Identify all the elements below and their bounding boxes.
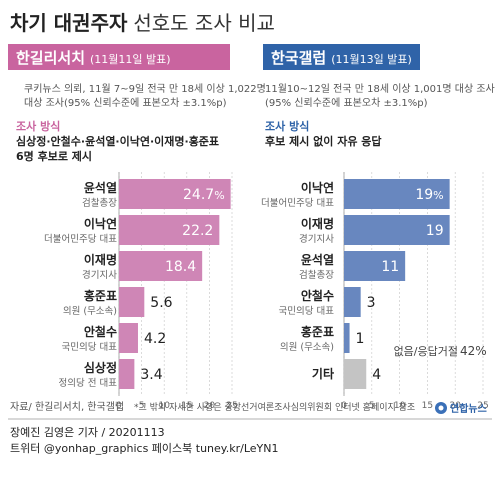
right-category-sub: 의원 (무소속) xyxy=(280,342,334,353)
left-value-label: 24.7% xyxy=(183,187,225,203)
right-survey-line-2: (95% 신뢰수준에 표본오차 ±3.1%p) xyxy=(265,97,428,109)
right-tick-label: 25 xyxy=(477,401,488,411)
left-category-sub: 검찰총장 xyxy=(82,197,117,209)
left-category-name: 이낙연 xyxy=(84,216,117,231)
right-header-date: (11월13일 발표) xyxy=(331,52,412,66)
yonhap-logo-dot xyxy=(438,405,444,411)
right-header-name: 한국갤럽 xyxy=(271,49,326,67)
right-category-sub: 경기지사 xyxy=(299,233,334,245)
left-value-label: 5.6 xyxy=(150,295,172,311)
left-bar xyxy=(119,215,220,245)
right-survey-line-1: 11월10~12일 전국 만 18세 이상 1,001명 대상 조사 xyxy=(265,83,495,95)
source-note: 자료/ 한길리서치, 한국갤럽 xyxy=(10,400,124,413)
left-bar xyxy=(119,323,138,353)
right-category-name: 기타 xyxy=(312,366,334,381)
left-tick-label: 15 xyxy=(181,401,192,411)
left-method-label: 조사 방식 xyxy=(16,119,60,133)
left-category-name: 윤석열 xyxy=(84,180,117,195)
left-category-sub: 정의당 전 대표 xyxy=(59,378,118,389)
right-value-label: 4 xyxy=(372,367,381,383)
left-tick-label: 10 xyxy=(158,401,170,411)
right-bar xyxy=(344,323,350,353)
left-category-name: 안철수 xyxy=(84,324,117,339)
right-bar xyxy=(344,287,361,317)
left-category-sub: 경기지사 xyxy=(82,269,117,281)
left-bar xyxy=(119,251,203,281)
left-method-line-1: 심상정·안철수·윤석열·이낙연·이재명·홍준표 xyxy=(16,134,219,148)
left-tick-label: 20 xyxy=(204,401,216,411)
title-bold: 차기 대권주자 xyxy=(10,11,128,35)
left-panel-header: 한길리서치 (11월11일 발표) xyxy=(16,49,171,67)
disclaimer-note: *그 밖의 자세한 사항은 중앙선거여론조사심의위원회 인터넷 홈페이지 참조 xyxy=(134,401,415,413)
left-bar xyxy=(119,359,135,389)
left-tick-label: 5 xyxy=(139,401,145,411)
right-bar xyxy=(344,179,450,209)
right-category-name: 홍준표 xyxy=(301,324,334,339)
byline: 장예진 김영은 기자 / 20201113 xyxy=(10,426,165,439)
left-value-label: 18.4 xyxy=(165,259,196,275)
right-value-label: 3 xyxy=(367,295,376,311)
right-category-sub: 검찰총장 xyxy=(299,269,334,281)
left-category-sub: 의원 (무소속) xyxy=(63,306,117,317)
right-category-name: 이재명 xyxy=(301,216,334,231)
chart-title: 차기 대권주자 선호도 조사 비교 xyxy=(10,11,275,35)
right-tick-label: 20 xyxy=(449,401,461,411)
right-tick-label: 0 xyxy=(341,401,347,411)
right-category-name: 이낙연 xyxy=(301,180,334,195)
social-links: 트위터 @yonhap_graphics 페이스북 tuney.kr/LeYN1 xyxy=(10,442,278,455)
left-survey-line-2: 대상 조사(95% 신뢰수준에 표본오차 ±3.1%p) xyxy=(24,97,227,109)
left-category-name: 심상정 xyxy=(84,360,117,375)
right-value-label: 19 xyxy=(426,223,444,239)
left-category-sub: 국민의당 대표 xyxy=(62,342,118,353)
left-panel-header-bg xyxy=(8,44,230,70)
left-method-line-2: 6명 후보로 제시 xyxy=(16,149,92,163)
left-value-label: 4.2 xyxy=(144,331,166,347)
right-category-name: 안철수 xyxy=(301,288,334,303)
right-note-value: 42% xyxy=(460,344,487,358)
right-tick-label: 5 xyxy=(369,401,375,411)
left-category-name: 홍준표 xyxy=(84,288,117,303)
right-category-sub: 더불어민주당 대표 xyxy=(261,198,334,209)
left-header-name: 한길리서치 xyxy=(16,49,85,67)
left-category-name: 이재명 xyxy=(84,252,117,267)
right-value-label: 1 xyxy=(356,331,365,347)
title-light: 선호도 조사 비교 xyxy=(133,11,275,35)
left-bar xyxy=(119,287,145,317)
right-panel-header: 한국갤럽 (11월13일 발표) xyxy=(271,49,412,67)
right-value-label: 19% xyxy=(415,187,443,203)
right-bar xyxy=(344,251,406,281)
right-bar xyxy=(344,359,367,389)
right-value-label: 11 xyxy=(381,259,399,275)
left-header-date: (11월11일 발표) xyxy=(90,52,171,66)
right-tick-label: 15 xyxy=(422,401,433,411)
left-bar xyxy=(119,179,231,209)
left-category-sub: 더불어민주당 대표 xyxy=(44,234,117,245)
right-method-line-1: 후보 제시 없이 자유 응답 xyxy=(265,134,382,148)
left-value-label: 3.4 xyxy=(140,367,162,383)
right-category-name: 윤석열 xyxy=(301,252,334,267)
left-value-label: 22.2 xyxy=(182,223,213,239)
right-method-label: 조사 방식 xyxy=(265,119,309,133)
left-survey-line-1: 쿠키뉴스 의뢰, 11월 7~9일 전국 만 18세 이상 1,022명 xyxy=(24,83,266,95)
right-note-text: 없음/응답거절 xyxy=(394,345,458,358)
right-category-sub: 국민의당 대표 xyxy=(279,306,335,317)
right-tick-label: 10 xyxy=(394,401,406,411)
right-panel-header-bg xyxy=(263,44,420,70)
left-tick-label: 0 xyxy=(116,401,122,411)
right-bar xyxy=(344,215,450,245)
yonhap-logo-text: 연합뉴스 xyxy=(450,402,487,415)
left-tick-label: 25 xyxy=(226,401,237,411)
